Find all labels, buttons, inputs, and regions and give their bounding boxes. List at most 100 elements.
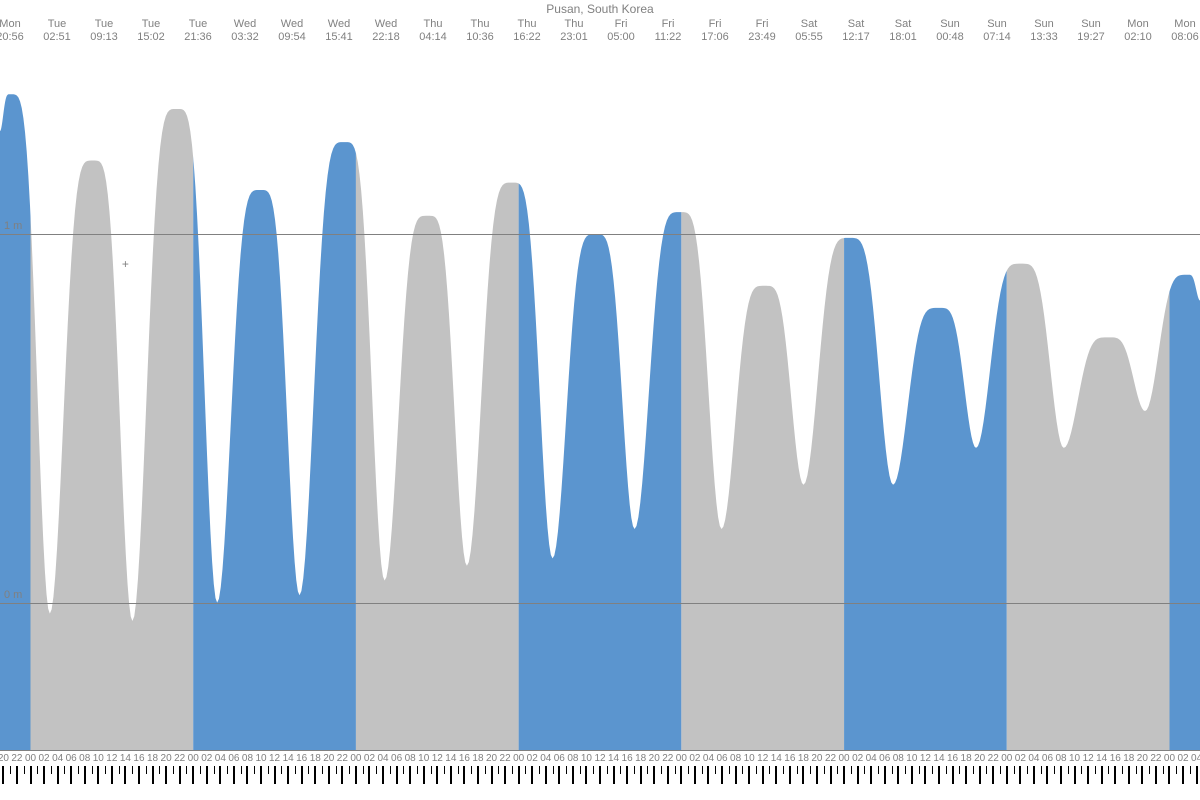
x-tick-major: [246, 766, 248, 784]
header-hour: 17:06: [701, 31, 729, 44]
cross-marker: +: [122, 257, 129, 271]
x-tick-major: [1155, 766, 1157, 784]
x-tick-major: [843, 766, 845, 784]
x-tick-minor: [146, 766, 147, 774]
x-tick-minor: [769, 766, 770, 774]
header-hour: 03:32: [231, 31, 259, 44]
x-tick-label: 16: [296, 753, 307, 764]
x-tick-label: 18: [635, 753, 646, 764]
x-tick-minor: [322, 766, 323, 774]
header-day: Tue: [43, 18, 71, 31]
x-tick-major: [1033, 766, 1035, 784]
x-tick-minor: [756, 766, 757, 774]
x-tick-label: 06: [554, 753, 565, 764]
x-tick-major: [531, 766, 533, 784]
x-tick-major: [179, 766, 181, 784]
x-tick-major: [558, 766, 560, 784]
x-tick-label: 10: [744, 753, 755, 764]
x-tick-minor: [105, 766, 106, 774]
x-tick-major: [1114, 766, 1116, 784]
header-day: Thu: [466, 18, 494, 31]
header-hour: 23:01: [560, 31, 588, 44]
x-tick-label: 22: [500, 753, 511, 764]
x-tick-minor: [647, 766, 648, 774]
x-tick-major: [884, 766, 886, 784]
x-tick-major: [436, 766, 438, 784]
x-tick-minor: [1068, 766, 1069, 774]
x-tick-label: 14: [608, 753, 619, 764]
x-tick-major: [165, 766, 167, 784]
x-tick-label: 04: [1028, 753, 1039, 764]
x-tick-label: 12: [1083, 753, 1094, 764]
x-tick-major: [70, 766, 72, 784]
header-hour: 18:01: [889, 31, 917, 44]
x-tick-minor: [173, 766, 174, 774]
x-tick-label: 22: [825, 753, 836, 764]
x-tick-minor: [878, 766, 879, 774]
x-tick-label: 16: [1110, 753, 1121, 764]
y-axis-label: 0 m: [4, 589, 22, 601]
x-tick-label: 18: [1123, 753, 1134, 764]
header-hour: 09:54: [278, 31, 306, 44]
header-day: Wed: [372, 18, 400, 31]
x-tick-major: [965, 766, 967, 784]
x-tick-label: 08: [1055, 753, 1066, 764]
header-day: Wed: [231, 18, 259, 31]
x-tick-major: [613, 766, 615, 784]
header-day: Sat: [795, 18, 823, 31]
x-tick-label: 12: [432, 753, 443, 764]
x-axis-line: [0, 750, 1200, 751]
x-tick-major: [897, 766, 899, 784]
x-tick-minor: [553, 766, 554, 774]
header-day: Fri: [607, 18, 635, 31]
x-tick-minor: [281, 766, 282, 774]
x-tick-minor: [986, 766, 987, 774]
x-tick-label: 06: [1042, 753, 1053, 764]
x-tick-label: 20: [161, 753, 172, 764]
x-tick-major: [192, 766, 194, 784]
x-tick-label: 00: [350, 753, 361, 764]
header-hour: 00:48: [936, 31, 964, 44]
x-tick-minor: [946, 766, 947, 774]
x-tick-label: 06: [879, 753, 890, 764]
x-tick-minor: [458, 766, 459, 774]
x-tick-minor: [742, 766, 743, 774]
x-tick-major: [477, 766, 479, 784]
x-tick-major: [911, 766, 913, 784]
header-hour: 13:33: [1030, 31, 1058, 44]
header-hour: 02:51: [43, 31, 71, 44]
header-time-cell: Tue21:36: [184, 18, 212, 44]
x-tick-label: 06: [716, 753, 727, 764]
x-tick-minor: [132, 766, 133, 774]
x-tick-major: [789, 766, 791, 784]
x-tick-minor: [336, 766, 337, 774]
header-time-cell: Thu23:01: [560, 18, 588, 44]
tide-wave-svg: [0, 50, 1200, 750]
x-tick-minor: [363, 766, 364, 774]
header-time-cell: Wed22:18: [372, 18, 400, 44]
header-time-cell: Mon08:06: [1171, 18, 1199, 44]
header-day: Wed: [278, 18, 306, 31]
x-tick-major: [1006, 766, 1008, 784]
x-tick-label: 12: [594, 753, 605, 764]
header-hour: 21:36: [184, 31, 212, 44]
x-axis: 2022000204060810121416182022000204060810…: [0, 750, 1200, 800]
header-time-cell: Sat18:01: [889, 18, 917, 44]
header-day: Sat: [842, 18, 870, 31]
x-tick-major: [368, 766, 370, 784]
header-day: Sat: [889, 18, 917, 31]
x-tick-major: [599, 766, 601, 784]
chart-title: Pusan, South Korea: [0, 2, 1200, 16]
x-tick-major: [694, 766, 696, 784]
x-tick-major: [721, 766, 723, 784]
x-tick-minor: [661, 766, 662, 774]
x-tick-label: 06: [228, 753, 239, 764]
x-tick-major: [301, 766, 303, 784]
x-tick-minor: [471, 766, 472, 774]
x-tick-major: [1196, 766, 1198, 784]
x-tick-major: [802, 766, 804, 784]
x-tick-minor: [1149, 766, 1150, 774]
header-day: Mon: [0, 18, 24, 31]
x-tick-major: [124, 766, 126, 784]
x-tick-minor: [1190, 766, 1191, 774]
